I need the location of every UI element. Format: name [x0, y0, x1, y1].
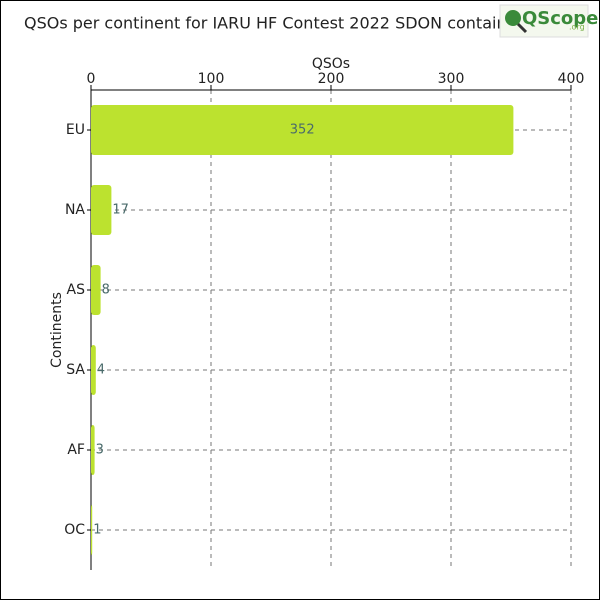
- y-tick-label: OC: [64, 522, 85, 538]
- x-tick-label: 400: [558, 71, 585, 87]
- bar: [91, 185, 112, 235]
- logo: QScope .org: [499, 4, 598, 38]
- value-label: 8: [102, 283, 110, 298]
- y-tick-label: SA: [66, 362, 85, 378]
- value-label: 1: [93, 523, 101, 538]
- logo-icon: [505, 10, 521, 26]
- x-tick-label: 300: [438, 71, 465, 87]
- bar: [91, 105, 514, 155]
- x-tick-label: 0: [87, 71, 96, 87]
- bar: [91, 345, 96, 395]
- value-label: 352: [290, 123, 315, 138]
- bar: [91, 425, 95, 475]
- x-tick-label: 100: [198, 71, 225, 87]
- logo-suffix: .org: [569, 23, 585, 32]
- x-tick-label: 200: [318, 71, 345, 87]
- bar: [91, 505, 93, 555]
- x-axis-label: QSOs: [312, 56, 350, 72]
- y-tick-label: EU: [66, 122, 85, 138]
- y-axis-label: Continents: [49, 292, 65, 368]
- y-tick-label: AS: [67, 282, 86, 298]
- value-label: 4: [97, 363, 105, 378]
- bar: [91, 265, 101, 315]
- value-label: 17: [112, 203, 129, 218]
- value-label: 3: [96, 443, 104, 458]
- y-tick-label: NA: [65, 202, 85, 218]
- y-tick-label: AF: [67, 442, 85, 458]
- logo-icon-handle: [516, 22, 528, 34]
- logo-text: QScope: [522, 8, 598, 29]
- chart-title: QSOs per continent for IARU HF Contest 2…: [24, 14, 527, 33]
